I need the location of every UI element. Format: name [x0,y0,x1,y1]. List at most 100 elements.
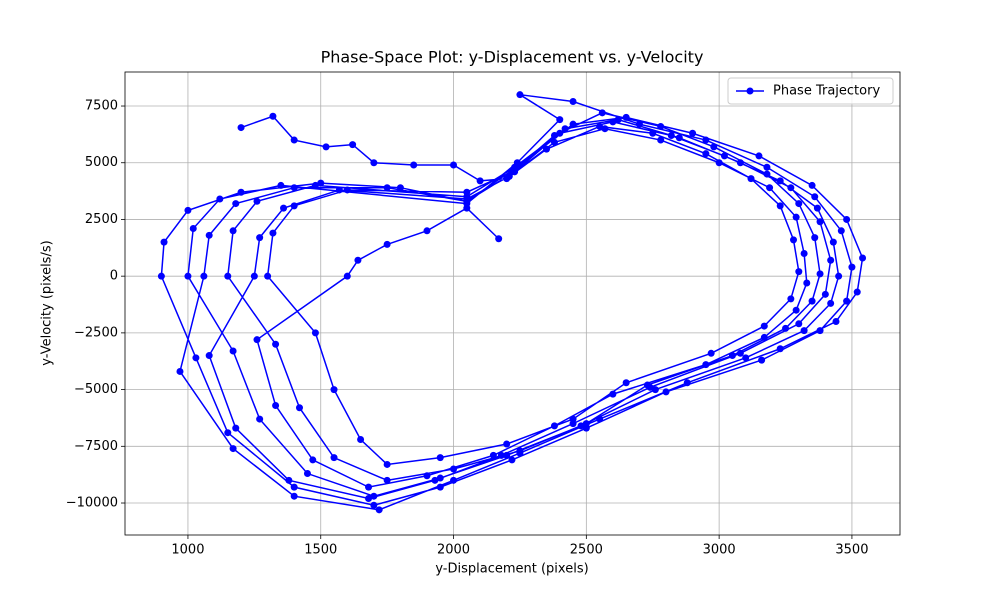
trajectory-point [811,234,819,242]
trajectory-point [827,299,835,307]
trajectory-point [758,356,766,364]
trajectory-point [383,476,391,484]
trajectory-point [237,188,245,196]
trajectory-point [550,422,558,430]
trajectory-point [702,361,710,369]
trajectory-point [330,454,338,462]
y-tick-label: −2500 [74,325,118,340]
trajectory-point [272,401,280,409]
trajectory-point [816,270,824,278]
trajectory-point [423,227,431,235]
trajectory-point [253,197,261,205]
trajectory-point [821,290,829,298]
trajectory-point [508,456,516,464]
trajectory-point [370,492,378,500]
trajectory-point [760,322,768,330]
trajectory-point [662,388,670,396]
trajectory-point [476,177,484,185]
trajectory-point [450,161,458,169]
trajectory-point [609,390,617,398]
trajectory-point [813,204,821,212]
trajectory-point [760,333,768,341]
trajectory-point [835,272,843,280]
chart-title: Phase-Space Plot: y-Displacement vs. y-V… [321,48,704,67]
trajectory-point [651,386,659,394]
trajectory-point [827,256,835,264]
trajectory-point [853,288,861,296]
trajectory-point [285,476,293,484]
trajectory-point [829,238,837,246]
trajectory-point [383,460,391,468]
trajectory-point [569,97,577,105]
trajectory-point [295,404,303,412]
trajectory-point [561,125,569,133]
trajectory-point [322,143,330,151]
trajectory-point [157,272,165,280]
trajectory-point [808,181,816,189]
trajectory-point [311,181,319,189]
trajectory-point [795,320,803,328]
trajectory-point [803,279,811,287]
trajectory-point [396,184,404,192]
trajectory-point [229,227,237,235]
x-tick-label: 3500 [835,543,868,558]
trajectory-point [349,141,357,149]
trajectory-point [410,161,418,169]
trajectory-point [556,129,564,137]
trajectory-point [808,297,816,305]
trajectory-point [516,161,524,169]
trajectory-point [596,415,604,423]
trajectory-point [423,472,431,480]
x-tick-label: 1500 [304,543,337,558]
trajectory-point [431,476,439,484]
trajectory-point [795,200,803,208]
trajectory-point [237,124,245,132]
trajectory-point [843,215,851,223]
trajectory-point [720,152,728,160]
trajectory-point [503,440,511,448]
trajectory-point [657,136,665,144]
trajectory-point [800,249,808,257]
trajectory-point [569,120,577,128]
trajectory-point [343,186,351,194]
trajectory-point [747,175,755,183]
trajectory-point [280,204,288,212]
legend-marker [746,87,754,95]
trajectory-point [205,231,213,239]
trajectory-point [832,318,840,326]
x-tick-label: 2000 [437,543,470,558]
trajectory-point [736,159,744,167]
trajectory-point [200,272,208,280]
trajectory-point [205,352,213,360]
x-axis-label: y-Displacement (pixels) [435,562,588,577]
trajectory-point [569,420,577,428]
trajectory-point [763,163,771,171]
trajectory-point [216,195,224,203]
trajectory-point [354,256,362,264]
trajectory-point [675,134,683,142]
trajectory-point [330,386,338,394]
trajectory-point [649,129,657,137]
trajectory-point [776,345,784,353]
x-tick-label: 2500 [570,543,603,558]
trajectory-point [272,340,280,348]
trajectory-point [290,492,298,500]
trajectory-point [782,324,790,332]
trajectory-point [224,272,232,280]
y-tick-label: 5000 [85,155,118,170]
trajectory-point [176,367,184,375]
trajectory-point [763,170,771,178]
trajectory-point [635,120,643,128]
trajectory-point [232,424,240,432]
axes-frame [124,71,901,536]
y-tick-label: 0 [110,269,118,284]
trajectory-point [516,449,524,457]
y-tick-label: −7500 [74,439,118,454]
trajectory-point [495,235,503,243]
trajectory-point [811,193,819,201]
trajectory-point [736,349,744,357]
trajectory-point [383,240,391,248]
trajectory-point [614,116,622,124]
